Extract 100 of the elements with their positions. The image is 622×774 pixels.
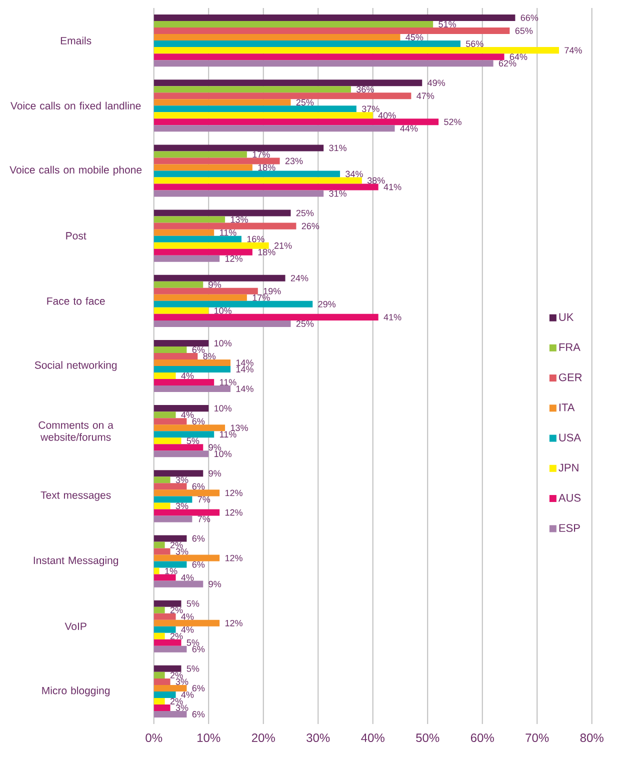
data-label: 25% bbox=[296, 320, 314, 327]
bar bbox=[154, 151, 247, 158]
data-label: 2% bbox=[170, 606, 183, 614]
data-label: 52% bbox=[444, 118, 462, 126]
data-label: 9% bbox=[208, 580, 222, 588]
data-label: 18% bbox=[258, 248, 276, 256]
data-label: 21% bbox=[274, 242, 292, 249]
data-label: 23% bbox=[286, 158, 303, 164]
data-label: 8% bbox=[203, 353, 216, 360]
data-label: 14% bbox=[236, 366, 254, 372]
bar bbox=[154, 320, 291, 327]
data-label: 19% bbox=[264, 288, 281, 294]
bar bbox=[154, 626, 176, 633]
legend-label: ITA bbox=[560, 404, 575, 412]
bar bbox=[154, 86, 352, 93]
x-tick-label: 70% bbox=[526, 734, 549, 742]
data-label: 47% bbox=[416, 92, 434, 100]
bar bbox=[154, 164, 252, 171]
bar bbox=[154, 606, 165, 614]
data-label: 24% bbox=[290, 274, 308, 282]
bar bbox=[154, 190, 324, 197]
bar bbox=[154, 496, 192, 503]
data-label: 29% bbox=[318, 300, 336, 308]
data-label: 66% bbox=[520, 14, 538, 21]
legend-label: USA bbox=[559, 434, 582, 442]
x-tick-label: 60% bbox=[471, 734, 494, 742]
bar bbox=[154, 542, 165, 548]
y-tick-label: Comments on a website/forums bbox=[38, 421, 114, 441]
bar bbox=[154, 639, 182, 646]
data-label: 3% bbox=[176, 502, 188, 510]
bar bbox=[154, 672, 165, 678]
y-tick-label: Emails bbox=[61, 36, 92, 44]
data-label: 49% bbox=[428, 80, 446, 86]
bar bbox=[154, 360, 231, 366]
data-label: 12% bbox=[226, 554, 243, 562]
data-label: 6% bbox=[192, 535, 205, 542]
bar bbox=[154, 307, 209, 314]
data-label: 5% bbox=[186, 600, 200, 607]
x-tick-label: 80% bbox=[580, 734, 604, 742]
bar bbox=[154, 340, 209, 346]
bar bbox=[154, 483, 187, 490]
bar bbox=[154, 255, 220, 262]
bar bbox=[154, 684, 187, 692]
data-label: 11% bbox=[220, 379, 236, 386]
data-label: 3% bbox=[176, 704, 188, 711]
bar bbox=[154, 216, 226, 223]
bar bbox=[154, 438, 182, 444]
data-label: 51% bbox=[438, 21, 456, 28]
data-label: 18% bbox=[258, 164, 276, 171]
bar bbox=[154, 28, 510, 34]
x-tick-label: 50% bbox=[416, 734, 440, 742]
data-label: 37% bbox=[362, 106, 380, 112]
data-label: 41% bbox=[384, 184, 402, 190]
legend-label: ESP bbox=[559, 524, 580, 532]
bar bbox=[154, 236, 242, 242]
data-label: 11% bbox=[220, 431, 236, 438]
bar bbox=[154, 222, 296, 230]
data-label: 10% bbox=[214, 405, 232, 412]
data-label: 17% bbox=[252, 151, 270, 158]
data-label: 31% bbox=[329, 190, 347, 197]
bar bbox=[154, 60, 494, 67]
data-label: 5% bbox=[186, 438, 200, 444]
data-label: 38% bbox=[368, 177, 385, 184]
data-label: 36% bbox=[356, 86, 374, 93]
data-label: 6% bbox=[192, 646, 205, 652]
data-label: 10% bbox=[214, 450, 232, 458]
x-tick-label: 30% bbox=[306, 734, 330, 742]
data-label: 10% bbox=[214, 307, 232, 314]
data-label: 6% bbox=[192, 711, 205, 718]
bar bbox=[154, 691, 176, 698]
data-label: 12% bbox=[226, 620, 243, 626]
data-label: 17% bbox=[252, 294, 270, 301]
bar bbox=[154, 34, 400, 41]
bar bbox=[154, 112, 373, 119]
y-tick-label: Voice calls on mobile phone bbox=[10, 166, 142, 176]
bar bbox=[154, 144, 324, 152]
data-label: 2% bbox=[170, 632, 183, 640]
bar bbox=[154, 535, 187, 542]
y-tick-label: Micro blogging bbox=[42, 686, 110, 696]
data-label: 74% bbox=[564, 47, 582, 54]
data-label: 12% bbox=[226, 255, 243, 262]
bar bbox=[154, 568, 160, 574]
y-tick-label: Face to face bbox=[47, 297, 105, 305]
bar bbox=[154, 632, 165, 640]
y-tick-label: Post bbox=[66, 232, 86, 240]
data-label: 10% bbox=[214, 340, 232, 346]
bar bbox=[154, 366, 231, 373]
data-label: 2% bbox=[170, 672, 183, 678]
legend-label: AUS bbox=[558, 494, 581, 502]
data-label: 7% bbox=[198, 496, 210, 503]
data-label: 65% bbox=[515, 28, 533, 34]
bar bbox=[154, 229, 214, 236]
bar bbox=[154, 346, 187, 353]
y-tick-label: Instant Messaging bbox=[34, 556, 118, 566]
bar bbox=[154, 620, 220, 626]
data-label: 12% bbox=[226, 490, 243, 496]
data-label: 25% bbox=[296, 210, 314, 216]
data-label: 56% bbox=[466, 40, 484, 47]
legend-label: UK bbox=[559, 313, 574, 321]
data-label: 6% bbox=[192, 418, 205, 425]
